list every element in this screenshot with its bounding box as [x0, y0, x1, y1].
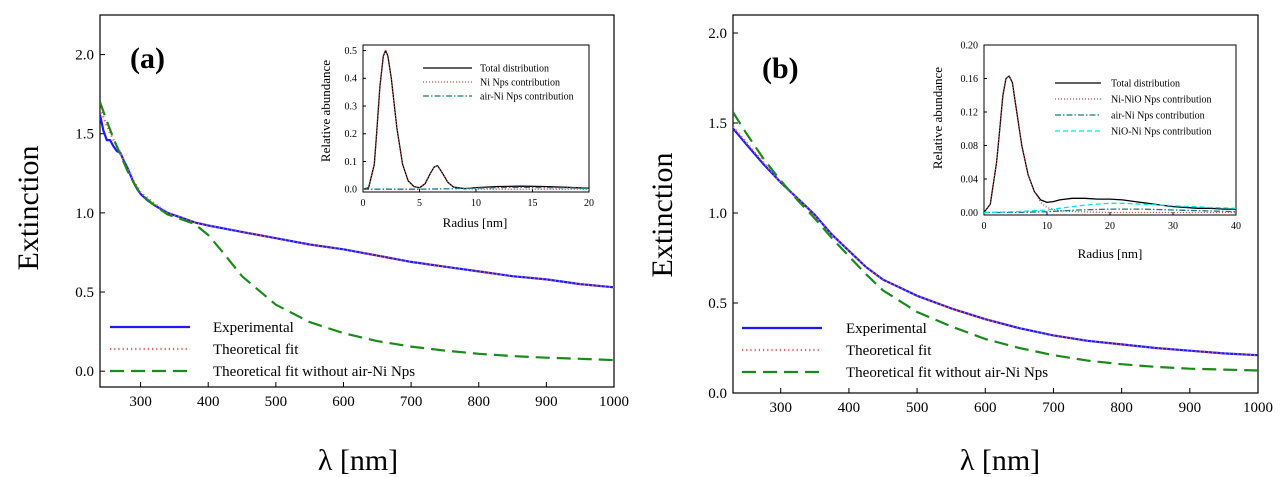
- panel-a-series-line-theoretical-fit: [100, 107, 614, 289]
- panel-label-b: (b): [762, 52, 799, 85]
- panel-b-x-tick-label: 500: [906, 400, 929, 416]
- panel-a-x-tick-label: 900: [535, 394, 558, 410]
- panel-a-x-tick-label: 300: [129, 394, 152, 410]
- panel-a-inset-x-tick-label: 20: [584, 198, 594, 209]
- panel-b-legend-label: Theoretical fit: [846, 343, 932, 359]
- panel-a-y-tick-label: 1.0: [75, 206, 94, 222]
- panel-a-legend-label: Theoretical fit without air-Ni Nps: [213, 364, 415, 380]
- panel-b-x-tick-label: 400: [838, 400, 861, 416]
- panel-a-inset-legend-label: Ni Nps contribution: [480, 78, 560, 89]
- panel-a-inset-series-line-air-ni-nps-contribution: [363, 186, 589, 190]
- inset-y-axis-title-a: Relative abundance: [318, 60, 333, 162]
- panel-a-x-tick-label: 700: [400, 394, 423, 410]
- panel-b-x-tick-label: 700: [1042, 400, 1065, 416]
- panel-b-x-tick-label: 1000: [1243, 400, 1273, 416]
- panel-a-inset-x-tick-label: 15: [528, 198, 538, 209]
- panel-b-legend-label: Experimental: [846, 321, 927, 337]
- panel-a-inset-y-tick-label: 0.3: [345, 101, 358, 112]
- panel-b-plot-frame: [732, 14, 1259, 394]
- panel-a-x-tick-label: 600: [332, 394, 355, 410]
- panel-b-inset-x-tick-label: 10: [1042, 221, 1052, 232]
- panel-b-inset-legend-label: air-Ni Nps contribution: [1111, 111, 1205, 122]
- panel-a-y-tick-label: 0.0: [75, 364, 94, 380]
- panel-b-x-tick-label: 300: [769, 400, 792, 416]
- panel-b-y-tick-label: 0.5: [708, 296, 727, 312]
- panel-b-inset-x-tick-label: 0: [982, 221, 987, 232]
- panel-a: (a) λ [nm] Extinction Radius [nm] Relati…: [12, 14, 629, 477]
- inset-x-axis-title-a: Radius [nm]: [443, 215, 508, 230]
- panel-a-legend-label: Experimental: [213, 320, 294, 336]
- panel-b-inset-x-tick-label: 30: [1168, 221, 1178, 232]
- panel-b-series-line-experimental: [733, 127, 1258, 357]
- x-axis-title-b: λ [nm]: [960, 444, 1040, 477]
- panel-b-inset-series-line-nio-ni-nps-contribution: [984, 202, 1236, 214]
- panel-b-y-tick-label: 0.0: [708, 386, 727, 402]
- panel-b-inset-y-tick-label: 0.08: [961, 141, 979, 152]
- panel-b-y-tick-label: 2.0: [708, 26, 727, 42]
- panel-b-y-tick-label: 1.0: [708, 206, 727, 222]
- panel-b: (b) λ [nm] Extinction Radius [nm] Relati…: [646, 14, 1273, 477]
- panel-a-inset-series-line-ni-nps-contribution: [363, 49, 589, 190]
- panel-a-plot-frame: [99, 14, 615, 388]
- panel-a-series-line-theoretical-fit-without-air-ni-nps: [100, 101, 614, 362]
- panel-a-x-tick-label: 1000: [599, 394, 629, 410]
- panel-a-legend-label: Theoretical fit: [213, 342, 299, 358]
- panel-b-x-tick-label: 900: [1179, 400, 1202, 416]
- panel-a-inset-y-tick-label: 0.2: [345, 129, 358, 140]
- x-axis-title-a: λ [nm]: [318, 444, 398, 477]
- panel-b-inset-y-tick-label: 0.16: [961, 74, 979, 85]
- panel-a-inset-series-line-total-distribution: [363, 49, 589, 190]
- panel-b-inset-y-tick-label: 0.00: [961, 208, 979, 219]
- panel-a-x-tick-label: 400: [197, 394, 220, 410]
- panel-b-inset-series-line-total-distribution: [984, 75, 1236, 213]
- panel-a-inset-plot-frame: [362, 44, 590, 193]
- inset-x-axis-title-b: Radius [nm]: [1078, 246, 1143, 261]
- panel-b-inset-series-line-air-ni-nps-contribution: [984, 208, 1236, 214]
- panel-a-inset-x-tick-label: 0: [361, 198, 366, 209]
- panel-a-series-line-experimental: [100, 114, 614, 289]
- panel-b-inset-x-tick-label: 40: [1231, 221, 1241, 232]
- panel-b-x-tick-label: 800: [1110, 400, 1133, 416]
- panel-a-inset-y-tick-label: 0.4: [345, 74, 358, 85]
- panel-b-inset-y-tick-label: 0.20: [961, 40, 979, 51]
- panel-a-inset-y-tick-label: 0.1: [345, 157, 358, 168]
- panel-a-y-tick-label: 2.0: [75, 48, 94, 64]
- y-axis-title-a: Extinction: [12, 146, 45, 271]
- panel-a-inset-legend-label: air-Ni Nps contribution: [480, 92, 574, 103]
- panel-a-inset-y-tick-label: 0.5: [345, 46, 358, 57]
- panel-a-inset-legend-label: Total distribution: [480, 64, 549, 75]
- panel-b-inset-x-tick-label: 20: [1105, 221, 1115, 232]
- panel-b-x-tick-label: 600: [974, 400, 997, 416]
- panel-a-x-tick-label: 800: [467, 394, 490, 410]
- panel-a-y-tick-label: 1.5: [75, 127, 94, 143]
- panel-b-y-tick-label: 1.5: [708, 116, 727, 132]
- panel-label-a: (a): [130, 42, 165, 75]
- panel-a-inset-x-tick-label: 10: [471, 198, 481, 209]
- panel-b-inset-legend-label: Ni-NiO Nps contribution: [1111, 95, 1212, 106]
- panel-b-inset-y-tick-label: 0.04: [961, 174, 979, 185]
- panel-b-inset-legend-label: NiO-Ni Nps contribution: [1111, 127, 1212, 138]
- panel-b-series-line-theoretical-fit-without-air-ni-nps: [733, 111, 1258, 372]
- panel-a-inset-y-tick-label: 0.0: [345, 185, 358, 196]
- panel-a-y-tick-label: 0.5: [75, 285, 94, 301]
- panel-b-series-line-theoretical-fit: [733, 125, 1258, 357]
- panel-b-inset-y-tick-label: 0.12: [961, 107, 979, 118]
- inset-y-axis-title-b: Relative abundance: [930, 67, 945, 169]
- y-axis-title-b: Extinction: [646, 153, 679, 278]
- panel-b-legend-label: Theoretical fit without air-Ni Nps: [846, 365, 1048, 381]
- panel-a-inset-x-tick-label: 5: [417, 198, 422, 209]
- panel-b-inset-legend-label: Total distribution: [1111, 79, 1180, 90]
- panel-a-x-tick-label: 500: [265, 394, 288, 410]
